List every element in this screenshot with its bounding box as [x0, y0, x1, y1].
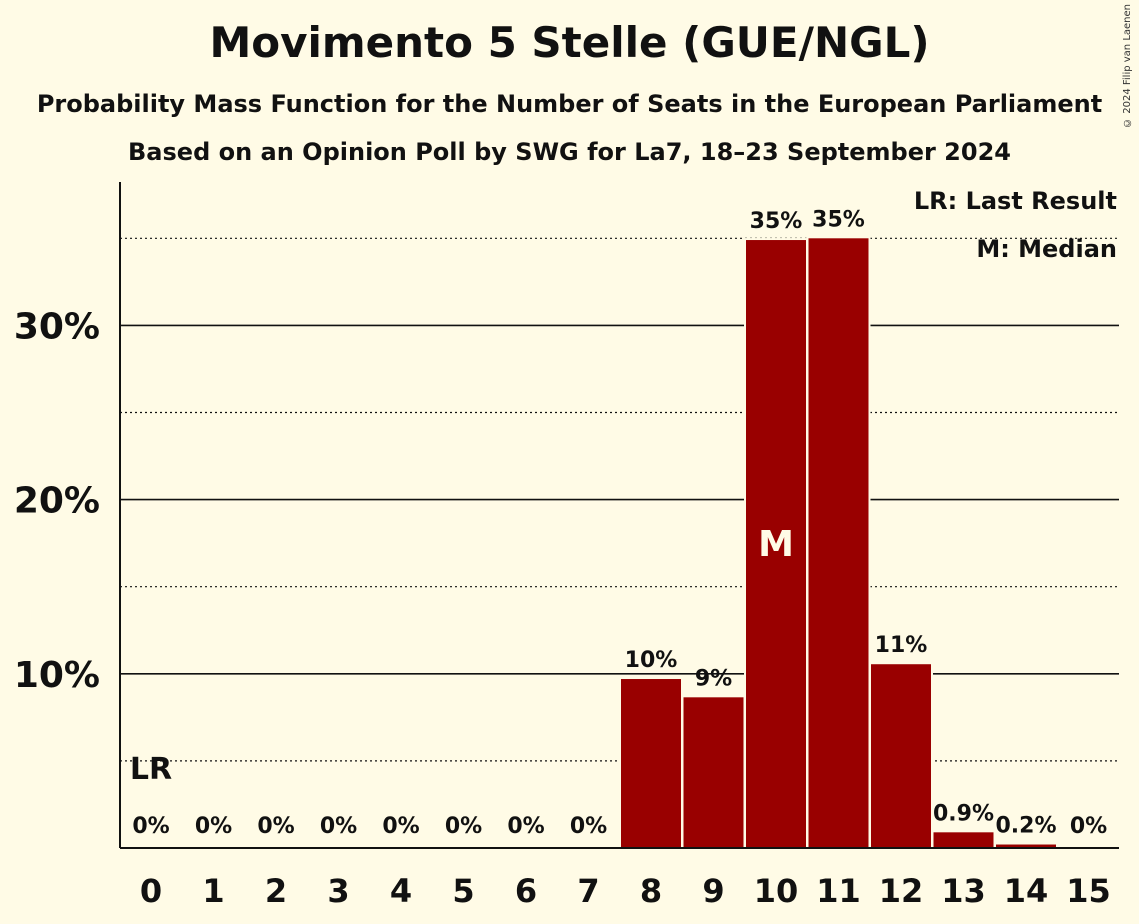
data-label: 0%	[195, 814, 232, 839]
data-label: 0%	[570, 814, 607, 839]
x-tick-label: 5	[452, 872, 474, 910]
x-tick-label: 11	[816, 872, 861, 910]
data-label: 0%	[507, 814, 544, 839]
x-tick-label: 10	[754, 872, 799, 910]
data-label: 35%	[750, 209, 803, 234]
bar	[808, 238, 869, 849]
data-label: 10%	[625, 648, 678, 673]
data-label: 0%	[445, 814, 482, 839]
x-tick-label: 14	[1004, 872, 1049, 910]
data-label: 0%	[320, 814, 357, 839]
chart-subtitle: Probability Mass Function for the Number…	[36, 90, 1103, 118]
data-label: 11%	[875, 633, 928, 658]
bar	[621, 679, 681, 848]
bar	[683, 697, 744, 848]
x-tick-label: 15	[1066, 872, 1111, 910]
legend-median: M: Median	[976, 235, 1117, 263]
data-label: 0%	[1070, 814, 1107, 839]
chart-title: Movimento 5 Stelle (GUE/NGL)	[209, 18, 930, 67]
legend-last-result: LR: Last Result	[914, 187, 1117, 215]
data-label: 0%	[257, 814, 294, 839]
x-tick-label: 12	[879, 872, 924, 910]
x-tick-label: 6	[515, 872, 537, 910]
x-tick-label: 0	[140, 872, 162, 910]
data-label: 0.2%	[995, 814, 1056, 839]
x-tick-label: 1	[202, 872, 224, 910]
x-tick-label: 8	[640, 872, 662, 910]
median-marker: M	[758, 524, 794, 565]
bar	[746, 240, 806, 849]
x-tick-label: 7	[577, 872, 599, 910]
bar	[996, 844, 1056, 848]
x-tick-label: 4	[390, 872, 412, 910]
last-result-marker: LR	[130, 752, 172, 787]
bar	[871, 664, 931, 848]
y-tick-label: 20%	[14, 481, 100, 522]
x-tick-label: 2	[265, 872, 287, 910]
bar	[933, 832, 994, 848]
data-label: 0%	[132, 814, 169, 839]
x-tick-label: 3	[327, 872, 349, 910]
y-tick-label: 30%	[14, 306, 100, 347]
x-tick-label: 13	[941, 872, 986, 910]
x-tick-label: 9	[702, 872, 724, 910]
y-tick-label: 10%	[14, 655, 100, 696]
data-label: 35%	[812, 207, 865, 232]
data-label: 0%	[382, 814, 419, 839]
data-label: 9%	[695, 666, 732, 691]
data-label: 0.9%	[933, 801, 994, 826]
chart-source: Based on an Opinion Poll by SWG for La7,…	[128, 138, 1011, 166]
